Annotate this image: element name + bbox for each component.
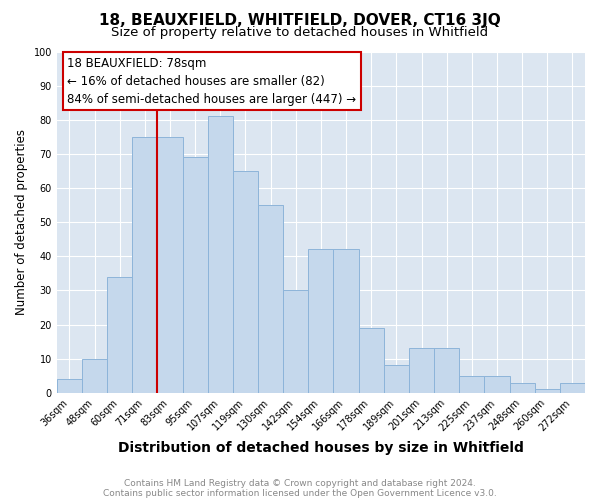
Bar [258, 205, 283, 393]
Bar [107, 277, 132, 393]
Bar [308, 250, 334, 393]
Text: 18 BEAUXFIELD: 78sqm
← 16% of detached houses are smaller (82)
84% of semi-detac: 18 BEAUXFIELD: 78sqm ← 16% of detached h… [67, 56, 356, 106]
Y-axis label: Number of detached properties: Number of detached properties [15, 129, 28, 315]
Bar [132, 137, 157, 393]
Bar [535, 390, 560, 393]
Bar [434, 348, 459, 393]
Bar [157, 137, 182, 393]
Bar [359, 328, 384, 393]
Bar [208, 116, 233, 393]
Text: Size of property relative to detached houses in Whitfield: Size of property relative to detached ho… [112, 26, 488, 39]
Bar [484, 376, 509, 393]
Bar [82, 358, 107, 393]
Bar [509, 382, 535, 393]
Text: Contains HM Land Registry data © Crown copyright and database right 2024.: Contains HM Land Registry data © Crown c… [124, 478, 476, 488]
X-axis label: Distribution of detached houses by size in Whitfield: Distribution of detached houses by size … [118, 441, 524, 455]
Bar [560, 382, 585, 393]
Bar [57, 379, 82, 393]
Bar [233, 171, 258, 393]
Text: Contains public sector information licensed under the Open Government Licence v3: Contains public sector information licen… [103, 488, 497, 498]
Bar [283, 290, 308, 393]
Text: 18, BEAUXFIELD, WHITFIELD, DOVER, CT16 3JQ: 18, BEAUXFIELD, WHITFIELD, DOVER, CT16 3… [99, 12, 501, 28]
Bar [182, 158, 208, 393]
Bar [459, 376, 484, 393]
Bar [384, 366, 409, 393]
Bar [409, 348, 434, 393]
Bar [334, 250, 359, 393]
